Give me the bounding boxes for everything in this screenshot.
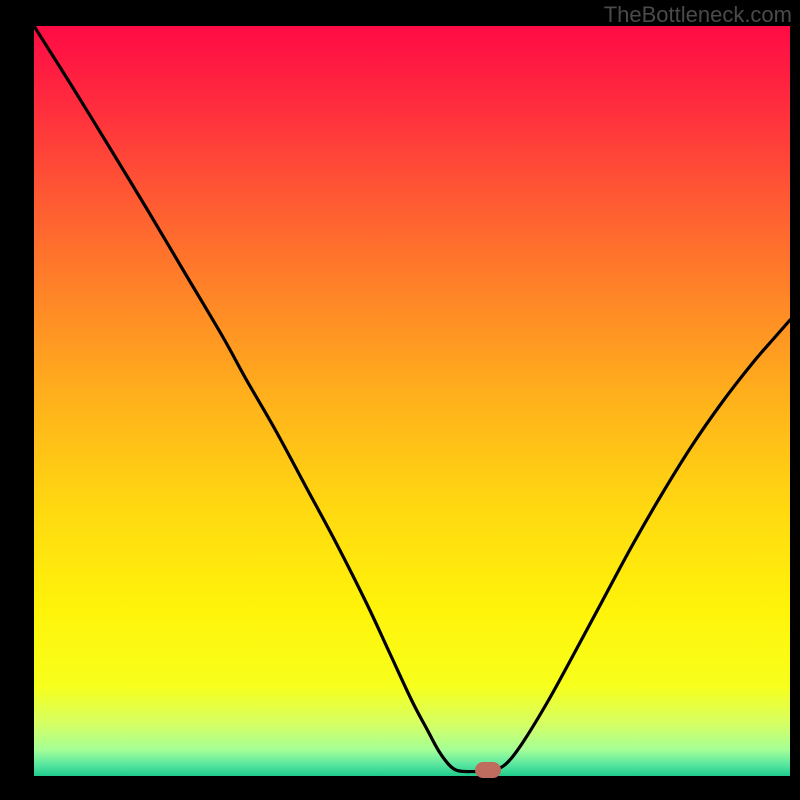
plot-area bbox=[34, 26, 790, 776]
watermark-text: TheBottleneck.com bbox=[604, 2, 792, 28]
chart-frame: TheBottleneck.com bbox=[0, 0, 800, 800]
